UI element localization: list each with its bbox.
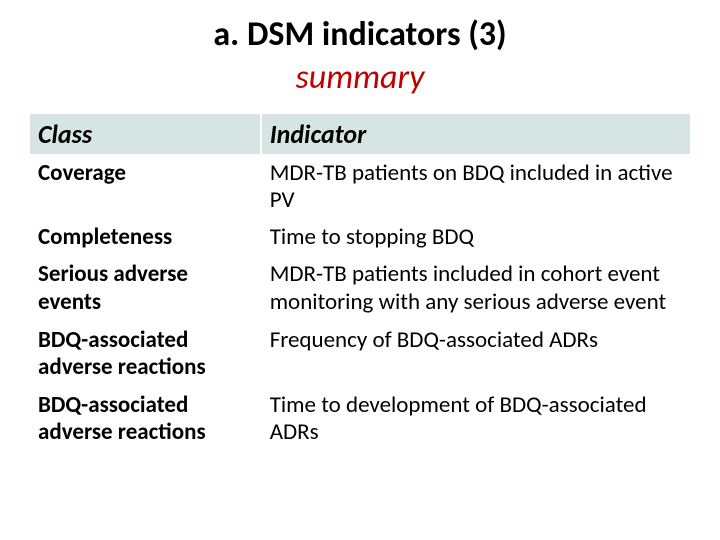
table-header-row: Class Indicator	[29, 113, 691, 155]
header-indicator: Indicator	[261, 113, 691, 155]
slide: a. DSM indicators (3) summary Class Indi…	[0, 0, 720, 540]
cell-indicator: MDR-TB patients included in cohort event…	[261, 256, 691, 321]
cell-class: BDQ-associated adverse reactions	[29, 386, 261, 451]
title-block: a. DSM indicators (3) summary	[28, 14, 692, 98]
cell-class: BDQ-associated adverse reactions	[29, 321, 261, 386]
indicators-table: Class Indicator Coverage MDR-TB patients…	[28, 112, 692, 452]
table-row: BDQ-associated adverse reactions Frequen…	[29, 321, 691, 386]
title-line1: a. DSM indicators (3)	[28, 14, 692, 55]
table-row: Completeness Time to stopping BDQ	[29, 219, 691, 256]
table-row: Coverage MDR-TB patients on BDQ included…	[29, 155, 691, 219]
cell-class: Serious adverse events	[29, 256, 261, 321]
cell-class: Coverage	[29, 155, 261, 219]
cell-class: Completeness	[29, 219, 261, 256]
table-row: BDQ-associated adverse reactions Time to…	[29, 386, 691, 451]
cell-indicator: Frequency of BDQ-associated ADRs	[261, 321, 691, 386]
table-row: Serious adverse events MDR-TB patients i…	[29, 256, 691, 321]
cell-indicator: Time to stopping BDQ	[261, 219, 691, 256]
cell-indicator: MDR-TB patients on BDQ included in activ…	[261, 155, 691, 219]
cell-indicator: Time to development of BDQ-associated AD…	[261, 386, 691, 451]
header-class: Class	[29, 113, 261, 155]
title-line2: summary	[28, 57, 692, 98]
